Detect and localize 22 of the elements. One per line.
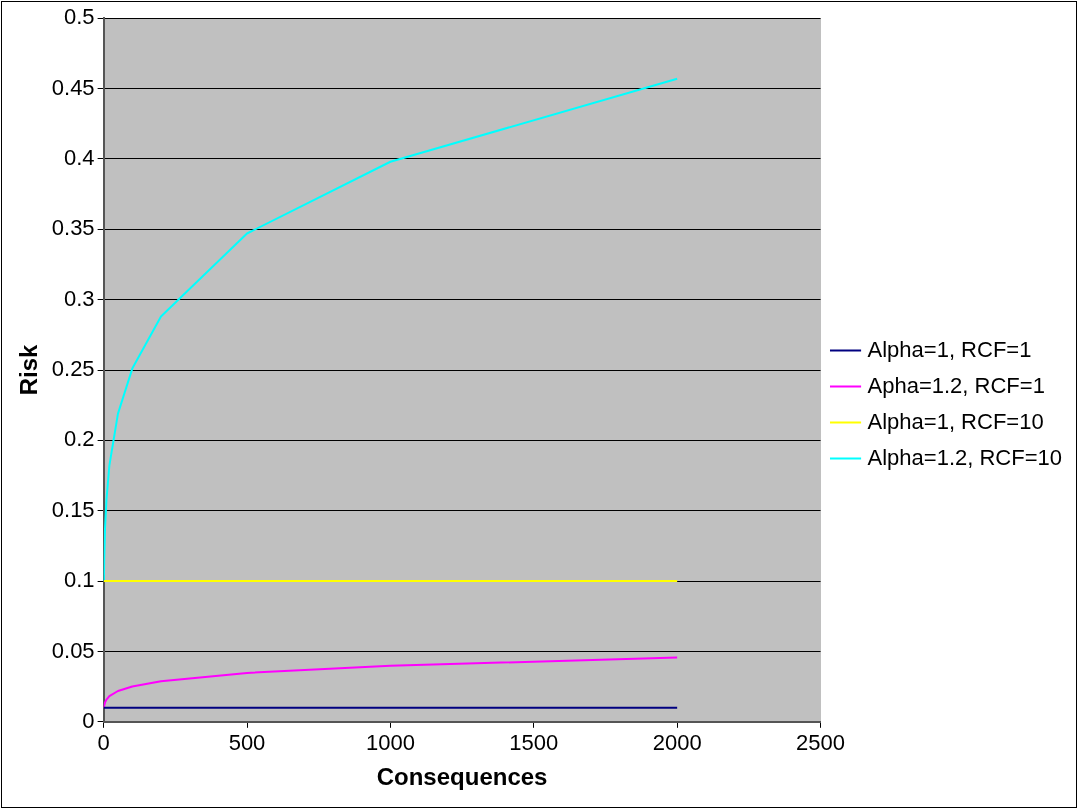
y-tick-label: 0.25: [51, 356, 95, 382]
legend-label: Apha=1.2, RCF=1: [867, 372, 1045, 398]
y-tick-label: 0.4: [64, 144, 95, 170]
x-tick-label: 2000: [652, 730, 702, 756]
y-tick-label: 0.3: [64, 285, 95, 311]
y-axis-title: Risk: [15, 344, 43, 396]
x-axis-title: Consequences: [376, 763, 548, 791]
x-tick-label: 500: [228, 730, 266, 756]
y-tick-label: 0.1: [64, 567, 95, 593]
x-tick-label: 1000: [365, 730, 415, 756]
x-tick-label: 2500: [796, 730, 846, 756]
legend-label: Alpha=1.2, RCF=10: [867, 444, 1063, 470]
y-tick-label: 0: [82, 707, 95, 733]
x-tick-label: 1500: [509, 730, 559, 756]
y-tick-label: 0.5: [64, 4, 95, 30]
y-tick-label: 0.45: [51, 74, 95, 100]
legend-label: Alpha=1, RCF=1: [867, 336, 1032, 362]
y-tick-label: 0.05: [51, 637, 95, 663]
y-tick-label: 0.15: [51, 496, 95, 522]
y-tick-label: 0.35: [51, 215, 95, 241]
legend-label: Alpha=1, RCF=10: [867, 408, 1044, 434]
y-tick-label: 0.2: [64, 426, 95, 452]
